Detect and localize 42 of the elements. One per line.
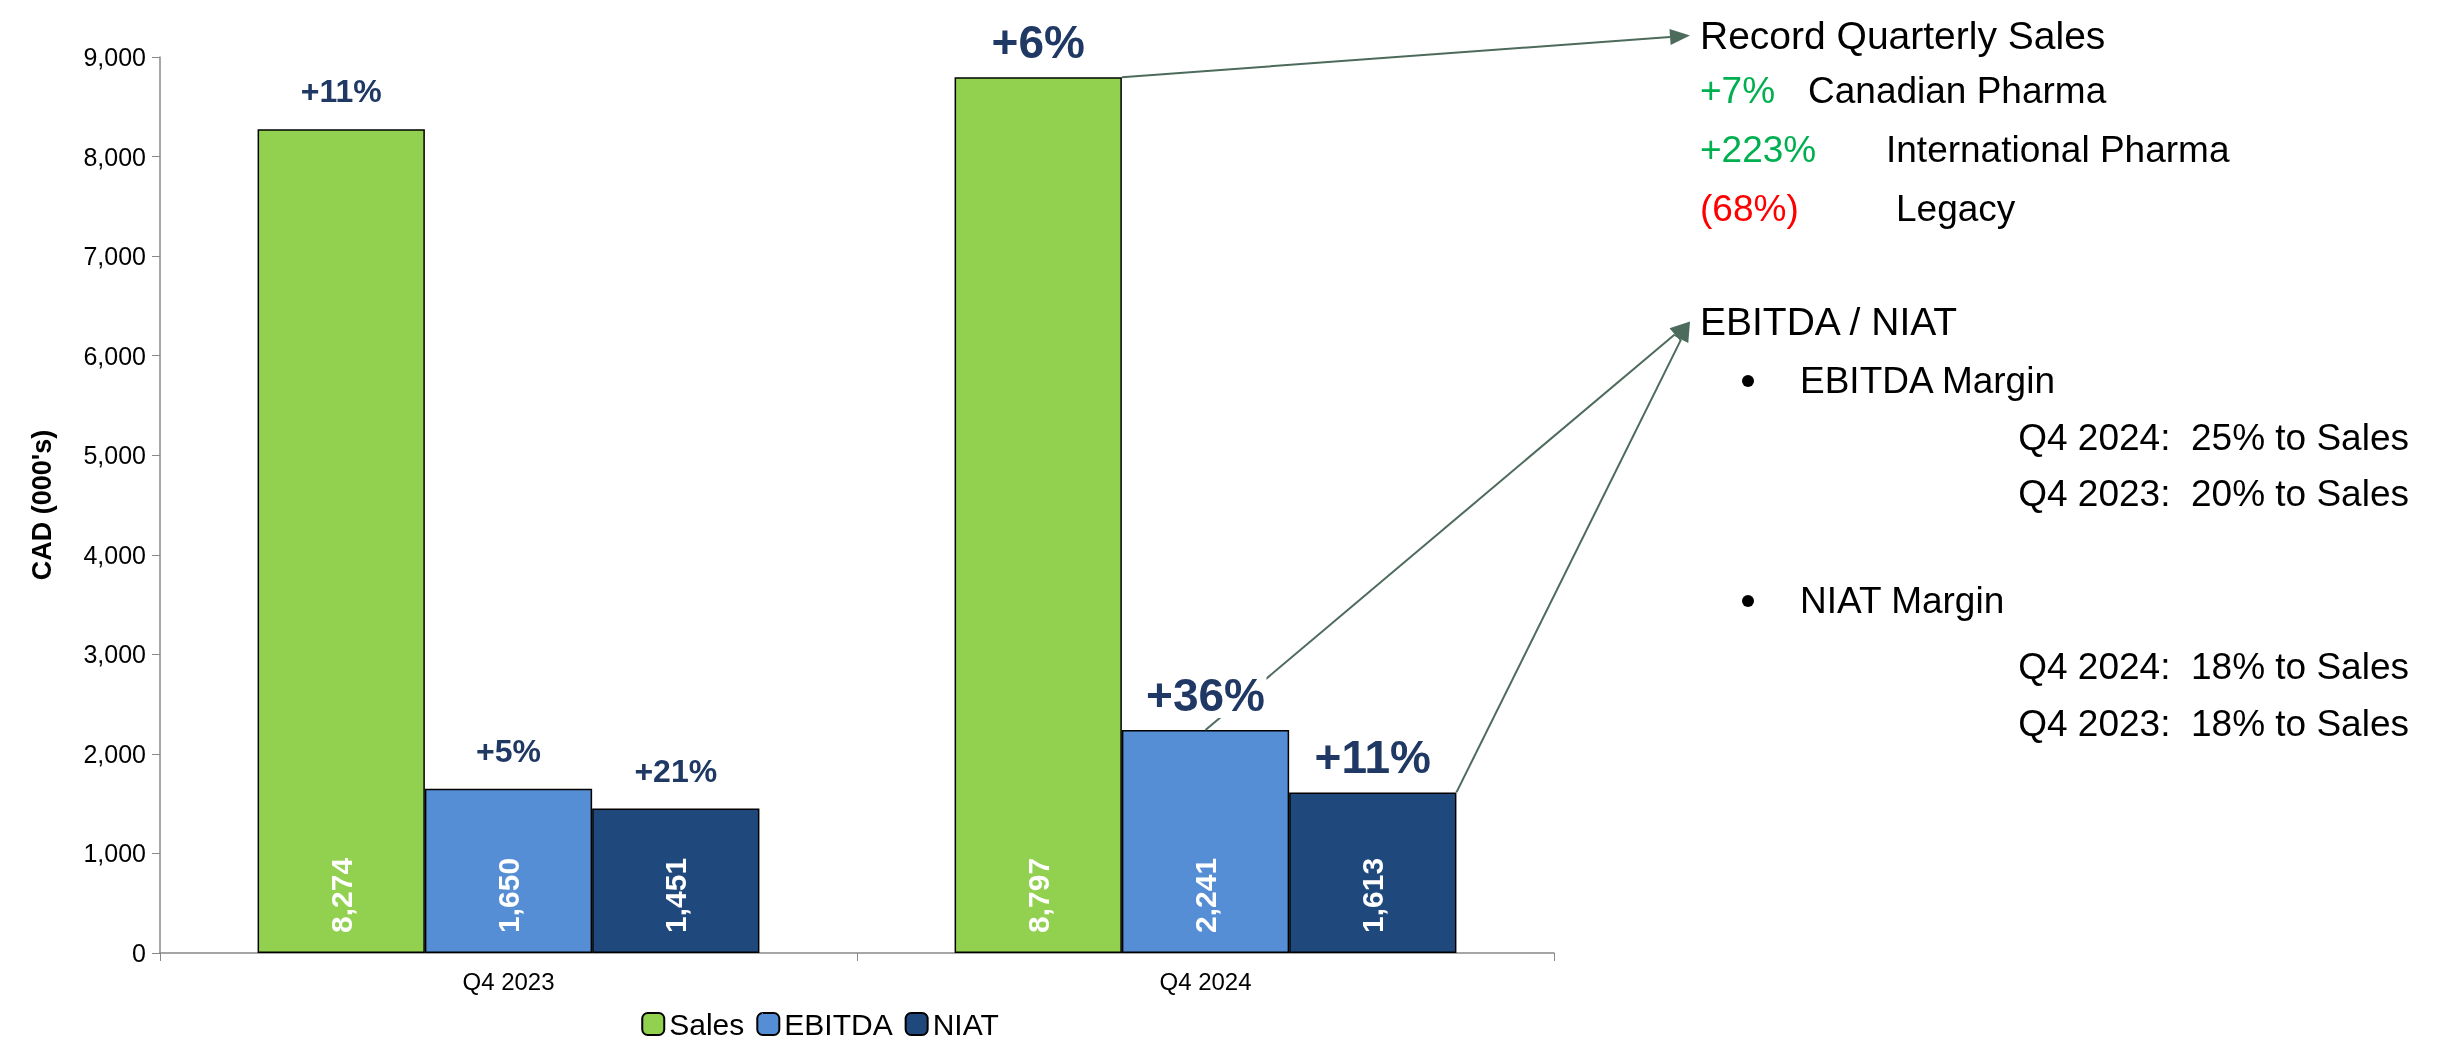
annotation: EBITDA / NIAT [1700, 300, 1958, 343]
y-tick-label: 2,000 [83, 739, 146, 768]
y-tick-label: 0 [132, 939, 146, 967]
y-axis-title: CAD (000's) [26, 429, 57, 581]
text: Q4 2024: 18% to Sales [2018, 646, 2409, 687]
annotation: +5% [474, 732, 543, 769]
annotation: +6% [989, 16, 1087, 69]
y-tick-label: 7,000 [83, 242, 146, 271]
legend-label: NIAT [932, 1007, 999, 1041]
text: (68%) [1700, 188, 1799, 229]
legend-label: EBITDA [784, 1007, 893, 1041]
y-tick-label: 9,000 [83, 43, 146, 71]
data-label: 1,613 [1356, 857, 1390, 933]
text: Legacy [1896, 188, 2016, 229]
data-label: 2,241 [1189, 857, 1222, 933]
text: +223% [1700, 129, 1817, 170]
text: +7% [1700, 70, 1776, 111]
text: International Pharma [1886, 129, 2230, 170]
x-tick-label: Q4 2024 [1159, 967, 1252, 995]
y-tick-label: 8,000 [83, 142, 146, 171]
text: EBITDA Margin [1800, 360, 2055, 401]
y-tick-label: 5,000 [83, 441, 146, 470]
data-label: 1,650 [492, 857, 525, 933]
text: Canadian Pharma [1808, 70, 2107, 111]
data-label: 1,451 [659, 857, 693, 933]
text: Record Quarterly Sales [1700, 14, 2106, 57]
annotation: +11% [298, 73, 384, 110]
y-tick-label: 1,000 [83, 839, 146, 868]
annotation: +21% [632, 752, 720, 789]
y-tick-label: 6,000 [83, 341, 146, 370]
text: Q4 2023: 20% to Sales [2018, 473, 2409, 514]
data-label: 8,797 [1021, 857, 1055, 933]
text: Q4 2023: 18% to Sales [2018, 703, 2409, 744]
y-tick-label: 4,000 [83, 540, 146, 569]
legend-label: Sales [669, 1007, 745, 1041]
text: Q4 2024: 25% to Sales [2018, 417, 2409, 458]
data-label: 8,274 [324, 857, 358, 933]
y-tick-label: 3,000 [83, 640, 146, 669]
annotation: +36% [1144, 668, 1267, 721]
text: NIAT Margin [1800, 580, 2005, 621]
x-tick-label: Q4 2023 [462, 967, 555, 995]
annotation: +11% [1312, 731, 1433, 784]
